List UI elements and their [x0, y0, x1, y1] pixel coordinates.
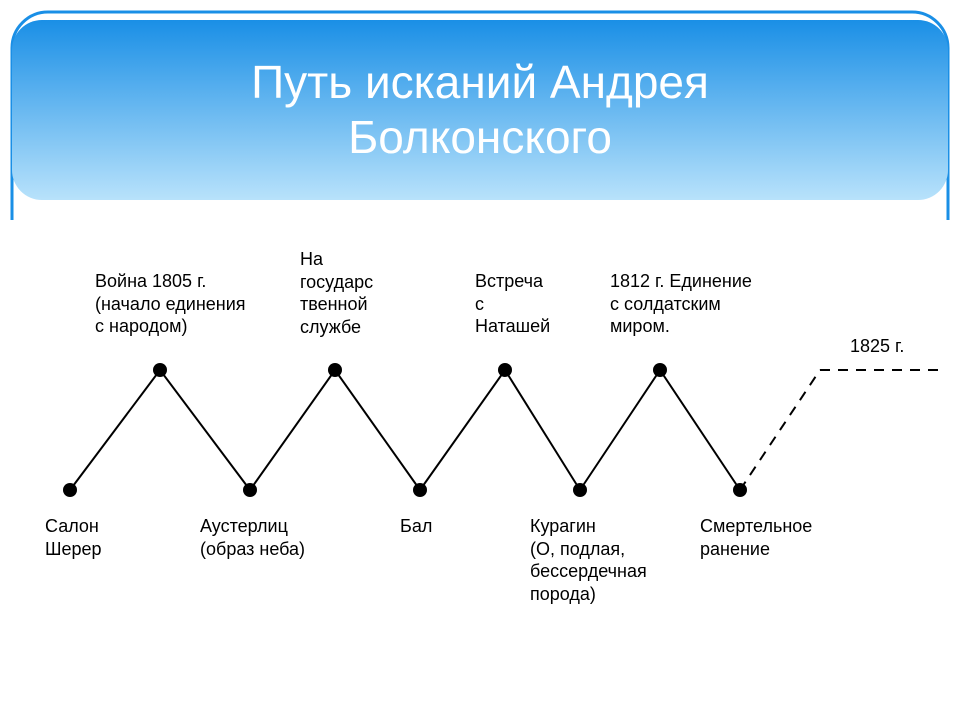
header-band: Путь исканий Андрея Болконского — [0, 0, 960, 220]
event-label-bottom: Салон Шерер — [45, 515, 102, 560]
dashed-segment — [740, 370, 820, 490]
event-dot — [243, 483, 257, 497]
event-dot — [653, 363, 667, 377]
event-label-bottom: Аустерлиц (образ неба) — [200, 515, 305, 560]
event-dot — [733, 483, 747, 497]
event-label-end: 1825 г. — [850, 335, 904, 358]
event-label-top: На государс твенной службе — [300, 248, 373, 338]
event-label-bottom: Смертельное ранение — [700, 515, 812, 560]
event-dot — [573, 483, 587, 497]
event-label-top: Война 1805 г. (начало единения с народом… — [95, 270, 246, 338]
zigzag-segment — [70, 370, 160, 490]
event-dot — [153, 363, 167, 377]
zigzag-segment — [505, 370, 580, 490]
zigzag-segment — [250, 370, 335, 490]
zigzag-segment — [580, 370, 660, 490]
event-dot — [413, 483, 427, 497]
event-dot — [328, 363, 342, 377]
event-label-top: Встреча с Наташей — [475, 270, 550, 338]
zigzag-segment — [335, 370, 420, 490]
event-label-top: 1812 г. Единение с солдатским миром. — [610, 270, 752, 338]
slide-title: Путь исканий Андрея Болконского — [251, 55, 709, 165]
event-label-bottom: Бал — [400, 515, 432, 538]
event-dot — [498, 363, 512, 377]
slide: Путь исканий Андрея Болконского Салон Ше… — [0, 0, 960, 720]
event-label-bottom: Курагин (О, подлая, бессердечная порода) — [530, 515, 647, 605]
zigzag-segment — [160, 370, 250, 490]
event-dot — [63, 483, 77, 497]
zigzag-segment — [420, 370, 505, 490]
zigzag-segment — [660, 370, 740, 490]
